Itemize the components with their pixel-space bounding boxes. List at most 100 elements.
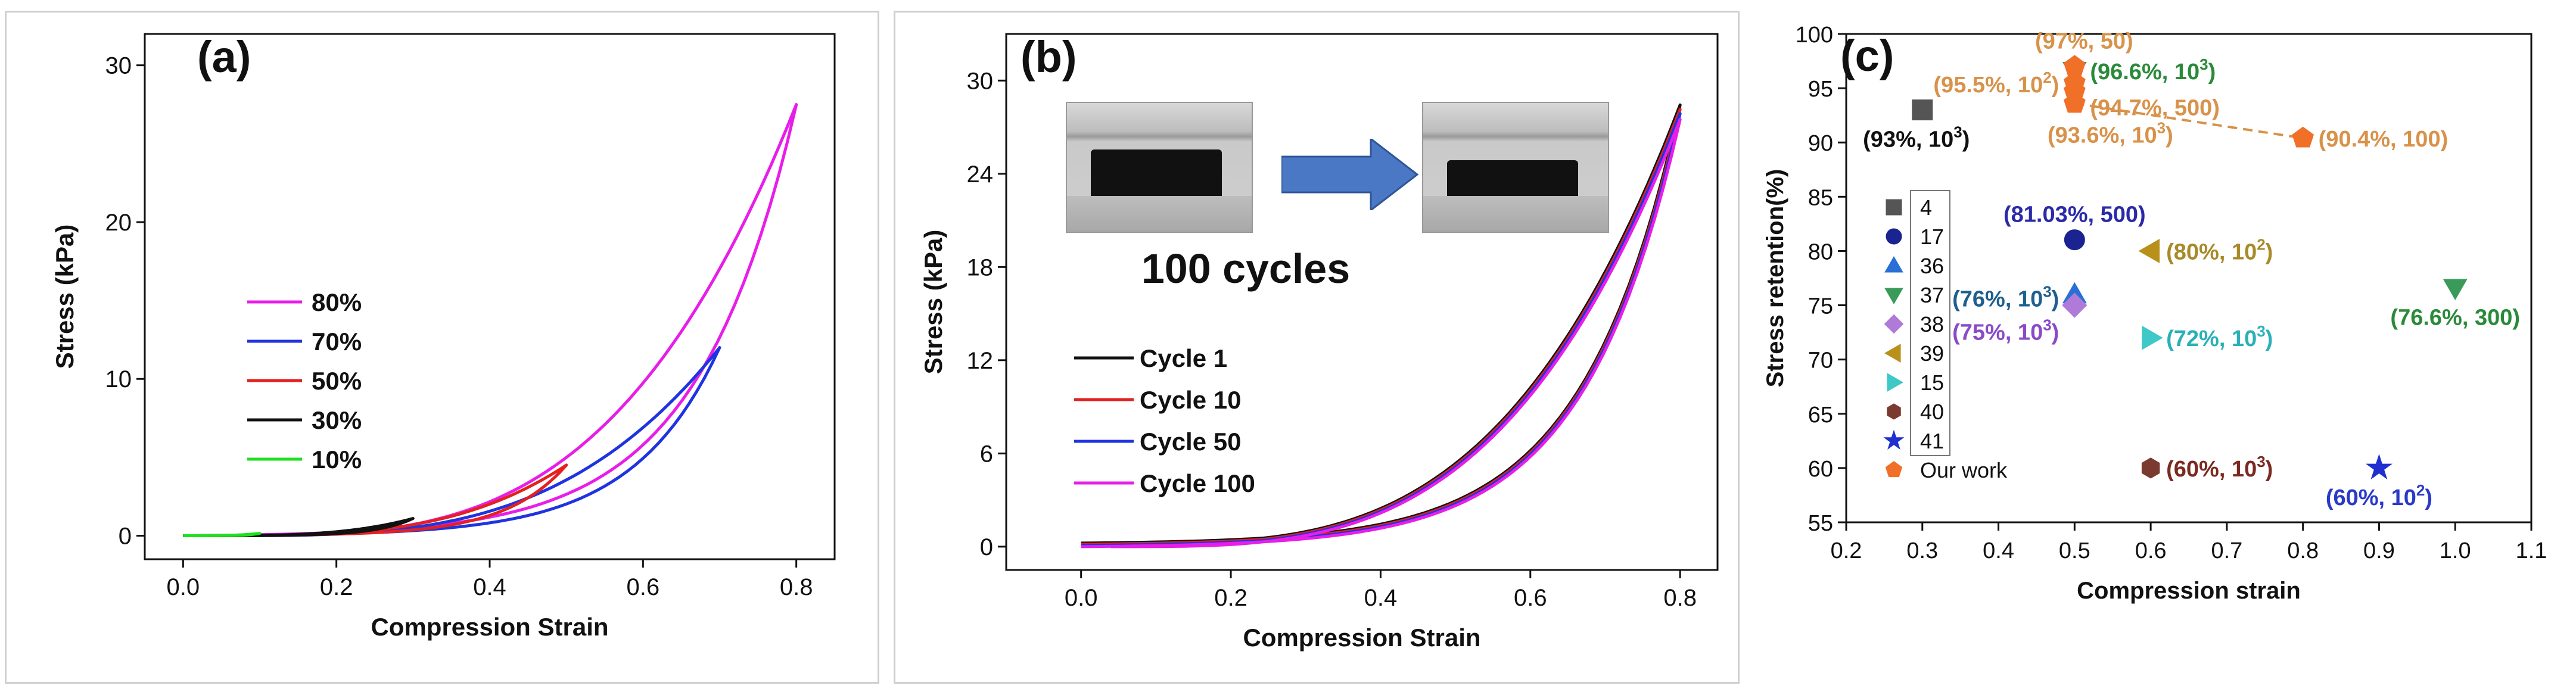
series-line-10pct [182, 532, 262, 537]
data-point-star [2365, 454, 2393, 480]
x-tick-label: 0.2 [1214, 585, 1247, 611]
legend-entry: 17 [1920, 225, 1944, 249]
legend-entry: 70% [312, 328, 362, 356]
series-line-70pct [183, 346, 721, 537]
data-label-close: ) [2052, 320, 2059, 345]
legend-entry: Cycle 100 [1140, 469, 1255, 497]
panel-label: (a) [197, 32, 251, 82]
panel-label: (b) [1021, 32, 1077, 82]
x-tick-label: 0.2 [320, 574, 353, 600]
legend-entry: Cycle 10 [1140, 386, 1241, 414]
series-line-30pct [183, 517, 415, 537]
data-label-close: ) [2425, 485, 2432, 510]
legend-entry: 37 [1920, 283, 1944, 307]
y-tick-label: 90 [1808, 131, 1833, 156]
x-tick-label: 0.8 [2287, 538, 2319, 563]
data-label: (75%, 103) [1952, 316, 2059, 345]
legend-marker-circle [1886, 228, 1902, 245]
data-label-text: (81.03%, 500) [2003, 202, 2146, 228]
y-tick-label: 0 [980, 534, 993, 560]
legend-entry: 15 [1920, 370, 1944, 395]
data-label-text: (60%, 10 [2326, 485, 2416, 510]
x-tick-label: 0.8 [780, 574, 813, 600]
legend-entry: 40 [1920, 400, 1944, 424]
data-label: (94.7%, 500) [2090, 96, 2220, 121]
y-axis-label: Stress (kPa) [51, 225, 79, 369]
data-label-exponent: 3 [2257, 453, 2265, 470]
data-label-text: (76%, 10 [1952, 286, 2043, 311]
legend-entry: 36 [1920, 254, 1944, 278]
data-label-text: (90.4%, 100) [2319, 127, 2449, 152]
data-label: (95.5%, 102) [1933, 68, 2059, 98]
data-label-text: (80%, 10 [2166, 239, 2257, 264]
data-label: (76%, 103) [1952, 282, 2059, 311]
chart-b: 0.0 0.2 0.4 0.6 0.8 0 6 12 18 24 30 Compression Str… [919, 32, 1719, 652]
legend-marker-pentagon [1885, 461, 1903, 478]
x-tick-label: 0.2 [1831, 538, 1862, 563]
trend-line [2074, 102, 2303, 139]
x-axis-label: Compression Strain [371, 613, 608, 641]
data-label: (60%, 103) [2166, 453, 2273, 482]
y-tick-label: 30 [105, 53, 132, 79]
data-label-close: ) [2166, 123, 2173, 148]
data-label-exponent: 3 [2157, 119, 2166, 137]
y-tick-label: 55 [1808, 511, 1833, 536]
x-axis-label: Compression strain [2077, 578, 2301, 604]
data-label-exponent: 3 [2043, 282, 2051, 300]
arrow-right-icon [1281, 139, 1418, 210]
panel-a: 0.0 0.2 0.4 0.6 0.8 0 10 20 30 Compression Strain… [5, 11, 879, 684]
data-point-pentagon [2063, 92, 2086, 113]
data-point-triangle-left [2138, 239, 2160, 263]
y-tick-label: 75 [1808, 294, 1833, 319]
panel-b: 0.0 0.2 0.4 0.6 0.8 0 6 12 18 24 30 Compression Str… [894, 11, 1740, 684]
y-tick-label: 6 [980, 441, 993, 467]
data-label-exponent: 3 [2043, 316, 2051, 334]
y-tick-label: 12 [967, 348, 994, 374]
y-tick-label: 80 [1808, 239, 1833, 264]
data-point-triangle-right [2142, 325, 2163, 350]
panel-c: 0.2 0.3 0.4 0.5 0.6 0.7 0.8 0.9 1.0 1.1 55 60 65 70 75… [1749, 11, 2571, 684]
data-label-close: ) [2266, 457, 2273, 482]
legend-entry: Our work [1920, 458, 2008, 482]
legend-marker-triangle-left [1884, 344, 1901, 363]
series-line-cycle-4 [1081, 118, 1682, 549]
y-axis-label: Stress retention(%) [1762, 169, 1788, 388]
x-tick-label: 0.6 [2135, 538, 2167, 563]
data-label: (93%, 103) [1863, 123, 1970, 152]
data-label-text: (72%, 10 [2166, 326, 2257, 351]
legend-entry: 80% [312, 288, 362, 316]
legend-marker-hexagon [1887, 403, 1901, 420]
data-label-text: (94.7%, 500) [2090, 96, 2220, 121]
y-axis-label: Stress (kPa) [919, 230, 947, 375]
y-tick-label: 65 [1808, 403, 1833, 428]
legend-entry: 41 [1920, 429, 1944, 453]
y-tick-label: 30 [967, 68, 994, 94]
data-label-text: (97%, 50) [2035, 29, 2133, 54]
data-point-triangle-down [2443, 279, 2468, 300]
series-line-80pct [183, 103, 798, 537]
data-label-close: ) [2266, 326, 2273, 351]
legend-box [1910, 190, 1950, 456]
y-tick-label: 60 [1808, 457, 1833, 482]
data-point-circle [2064, 229, 2085, 251]
data-label-exponent: 2 [2416, 481, 2425, 499]
x-tick-label: 0.0 [1065, 585, 1098, 611]
x-tick-label: 0.3 [1906, 538, 1938, 563]
data-label-exponent: 3 [1953, 123, 1962, 141]
data-label-text: (95.5%, 10 [1933, 73, 2043, 98]
x-tick-label: 0.0 [167, 574, 200, 600]
x-tick-label: 0.5 [2059, 538, 2090, 563]
legend-marker-triangle-down [1884, 288, 1903, 304]
data-point-pentagon [2292, 126, 2314, 148]
legend-entry: 10% [312, 445, 362, 473]
panel-label: (c) [1840, 31, 1894, 80]
sample-photo-before [1066, 102, 1253, 233]
data-label-text: (60%, 10 [2166, 457, 2257, 482]
data-label-close: ) [2208, 60, 2216, 85]
data-point-hexagon [2141, 457, 2160, 479]
data-label: (60%, 102) [2326, 481, 2432, 510]
data-label-exponent: 2 [2257, 235, 2265, 253]
data-point-diamond [2062, 292, 2087, 318]
x-tick-label: 1.0 [2440, 538, 2471, 563]
y-tick-label: 20 [105, 210, 132, 236]
